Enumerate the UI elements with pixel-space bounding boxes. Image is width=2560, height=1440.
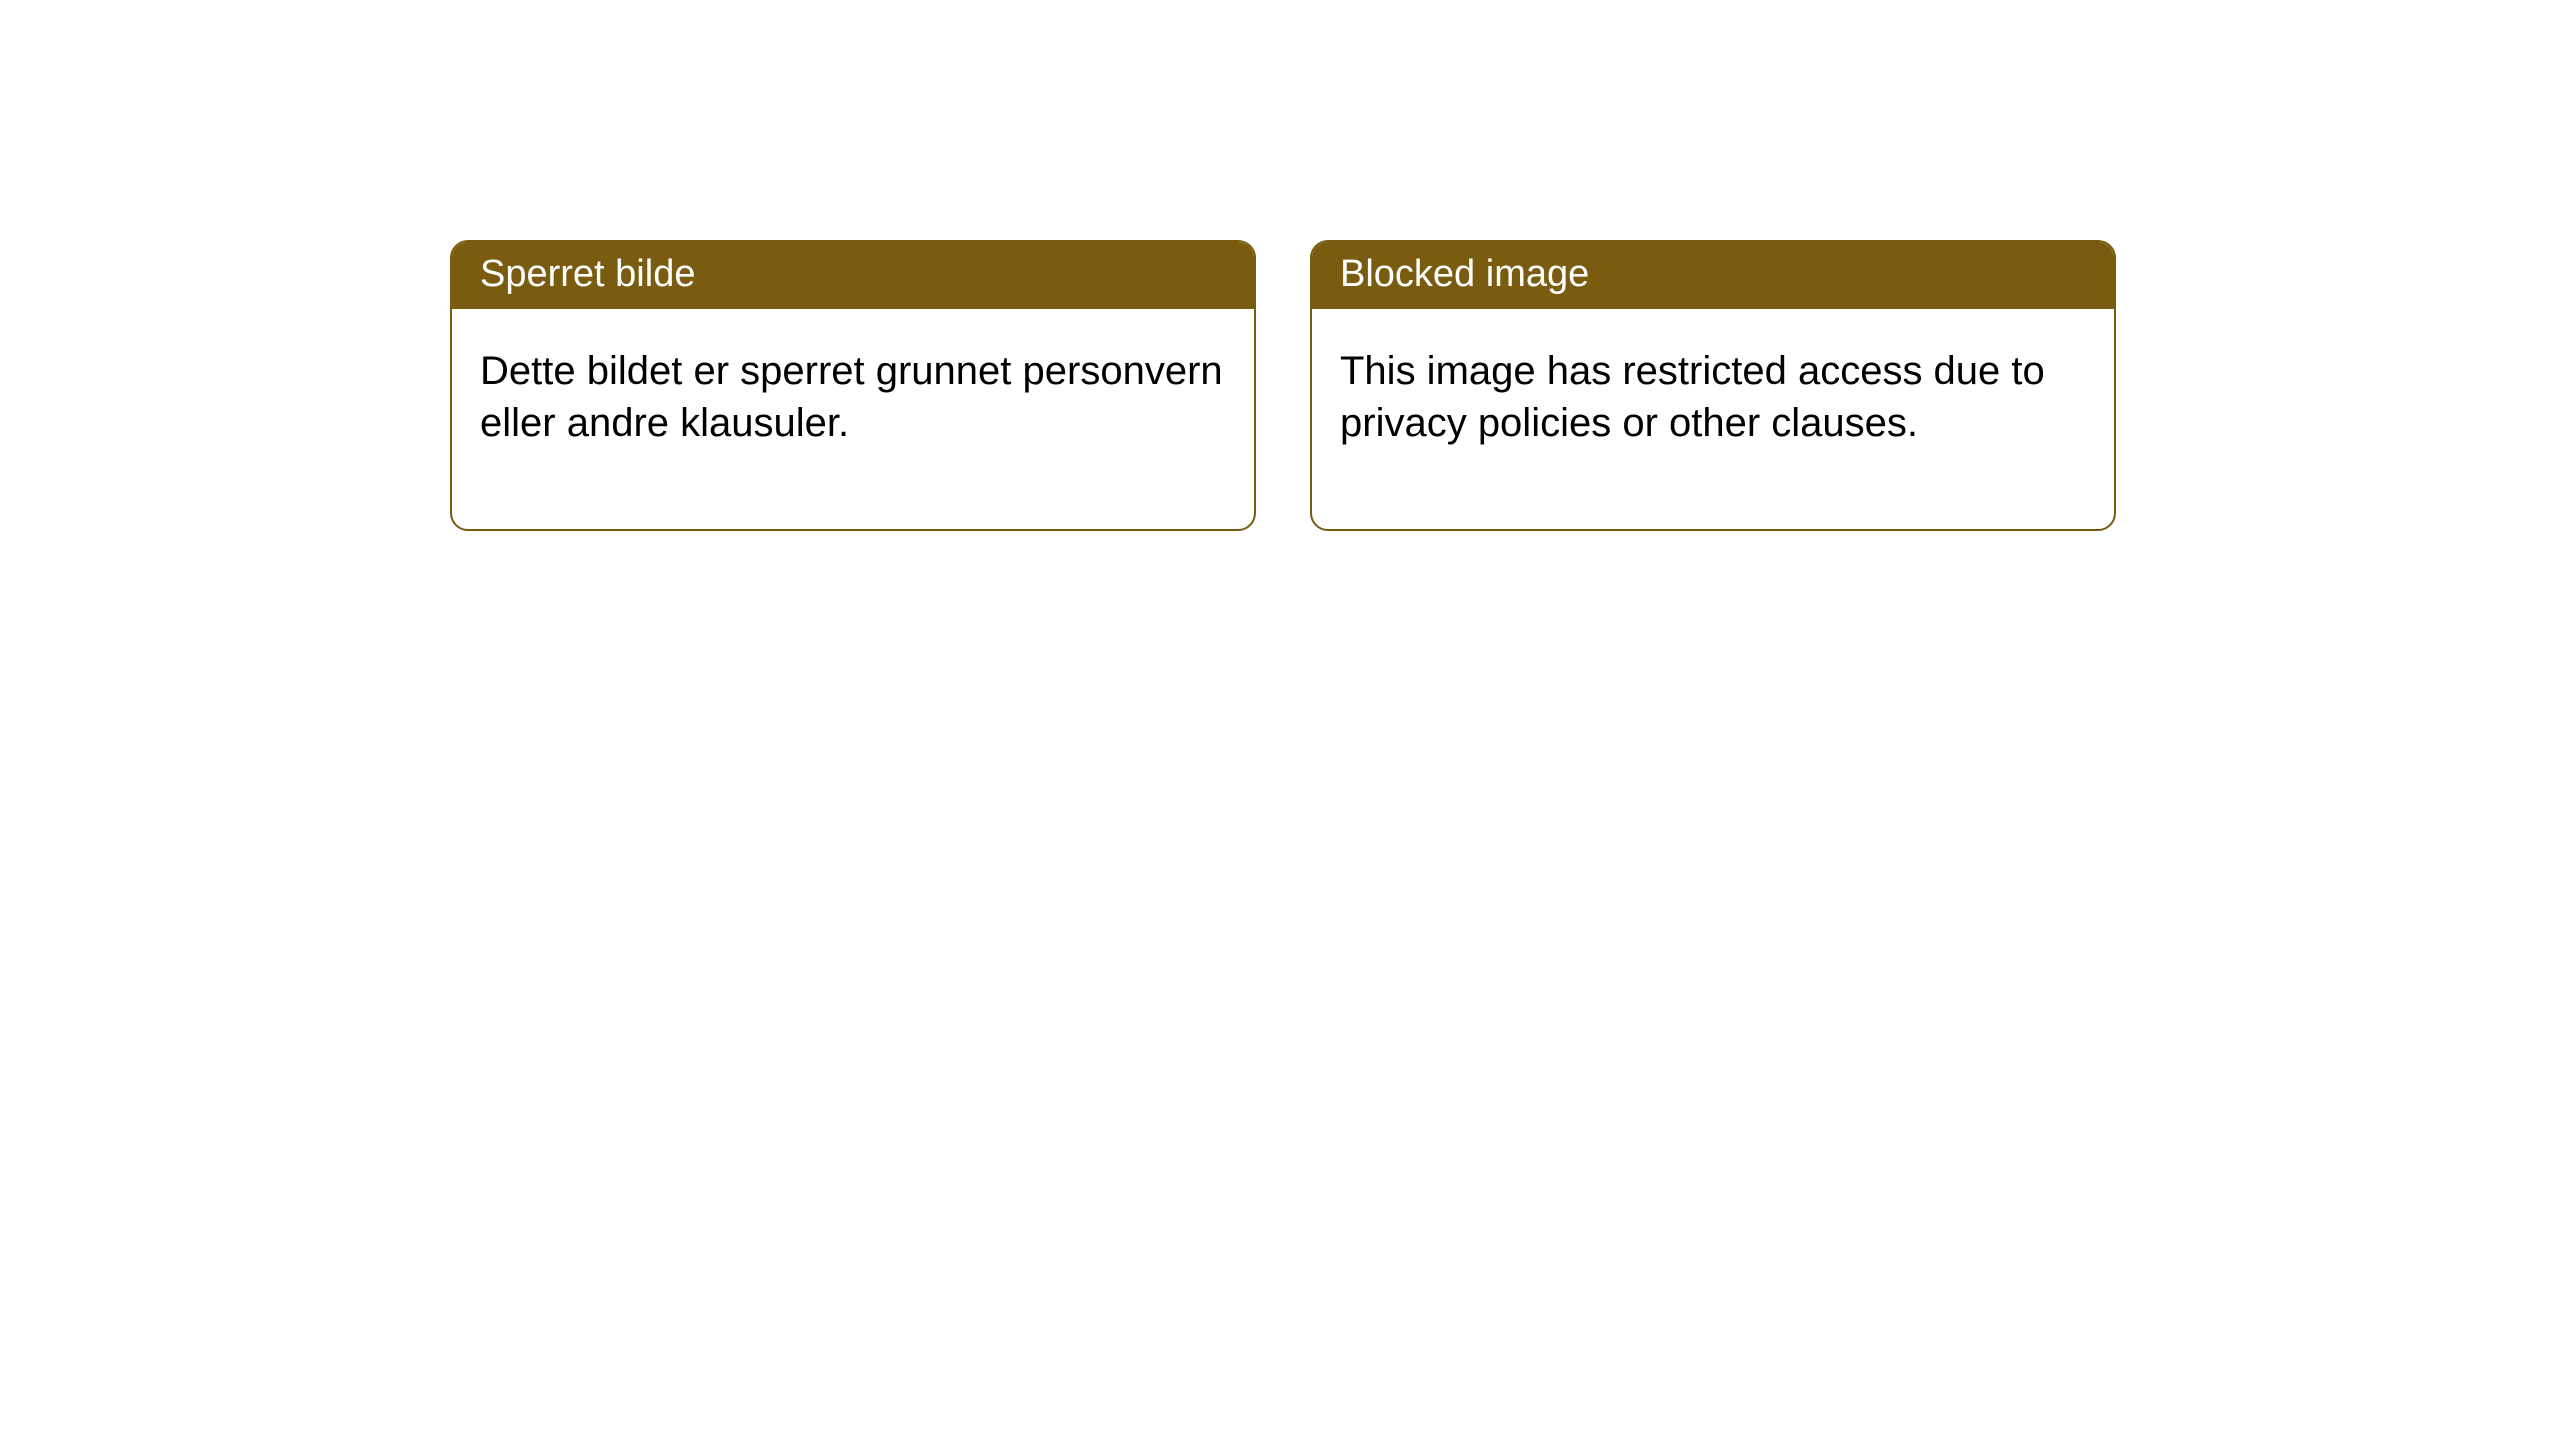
notice-body: Dette bildet er sperret grunnet personve… xyxy=(452,309,1254,529)
notice-body: This image has restricted access due to … xyxy=(1312,309,2114,529)
notice-title: Sperret bilde xyxy=(452,242,1254,309)
notice-title: Blocked image xyxy=(1312,242,2114,309)
notice-container: Sperret bilde Dette bildet er sperret gr… xyxy=(0,0,2560,531)
notice-card-english: Blocked image This image has restricted … xyxy=(1310,240,2116,531)
notice-card-norwegian: Sperret bilde Dette bildet er sperret gr… xyxy=(450,240,1256,531)
